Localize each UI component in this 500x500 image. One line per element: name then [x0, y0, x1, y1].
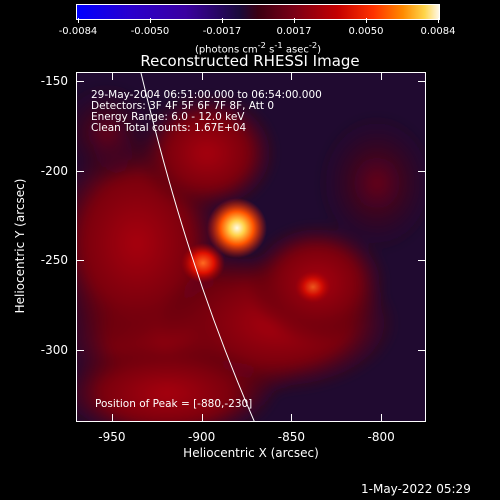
- y-tick-mark: [418, 80, 426, 82]
- colorbar-tick-mark: [294, 18, 295, 23]
- y-tick-mark: [76, 350, 84, 352]
- x-tick-label: -800: [367, 430, 395, 444]
- colorbar-tick-mark: [438, 18, 439, 23]
- colorbar-tick-label: 0.0017: [276, 26, 312, 37]
- plot-title: Reconstructed RHESSI Image: [140, 52, 360, 70]
- rhessi-image: [77, 73, 425, 421]
- y-tick-mark: [418, 170, 426, 172]
- x-tick-mark: [291, 414, 293, 422]
- x-tick-label: -900: [188, 430, 216, 444]
- y-tick-mark: [76, 260, 84, 262]
- image-plot: 29-May-2004 06:51:00.000 to 06:54:00.000…: [76, 72, 426, 422]
- detectors-text: Detectors: 3F 4F 5F 6F 7F 8F, Att 0: [91, 100, 275, 112]
- y-tick-mark: [76, 80, 84, 82]
- colorbar-tick-label: 0.0050: [348, 26, 384, 37]
- y-tick-label: -300: [40, 343, 68, 358]
- timestamp-footer: 1-May-2022 05:29: [361, 482, 471, 496]
- x-axis-label: Heliocentric X (arcsec): [183, 446, 319, 460]
- x-tick-mark: [381, 414, 383, 422]
- x-tick-mark: [111, 72, 113, 80]
- colorbar-tick-mark: [222, 18, 223, 23]
- colorbar-tick-label: -0.0017: [202, 26, 242, 37]
- y-tick-label: -200: [40, 163, 68, 178]
- y-tick-mark: [418, 260, 426, 262]
- x-tick-mark: [381, 72, 383, 80]
- x-tick-mark: [111, 414, 113, 422]
- x-tick-mark: [291, 72, 293, 80]
- colorbar-tick-label: -0.0084: [58, 26, 98, 37]
- colorbar-unit: (photons cm-2 s-1 asec-2): [194, 40, 322, 56]
- x-tick-label: -850: [277, 430, 305, 444]
- time-range-text: 29-May-2004 06:51:00.000 to 06:54:00.000: [91, 89, 322, 101]
- x-tick-mark: [201, 72, 203, 80]
- y-tick-label: -150: [40, 73, 68, 88]
- x-tick-mark: [201, 414, 203, 422]
- y-tick-mark: [418, 350, 426, 352]
- colorbar-tick-mark: [150, 18, 151, 23]
- colorbar-tick-mark: [78, 18, 79, 23]
- y-tick-label: -250: [40, 253, 68, 268]
- peak-position-text: Position of Peak = [-880,-230]: [95, 398, 253, 410]
- y-tick-mark: [76, 170, 84, 172]
- energy-range-text: Energy Range: 6.0 - 12.0 keV: [91, 111, 245, 123]
- clean-counts-text: Clean Total counts: 1.67E+04: [91, 122, 247, 134]
- colorbar-tick-mark: [366, 18, 367, 23]
- colorbar: [76, 4, 440, 20]
- solar-limb-line: [140, 73, 255, 421]
- x-tick-label: -950: [98, 430, 126, 444]
- colorbar-tick-label: 0.0084: [420, 26, 456, 37]
- colorbar-tick-label: -0.0050: [130, 26, 170, 37]
- y-axis-label: Heliocentric Y (arcsec): [13, 178, 27, 314]
